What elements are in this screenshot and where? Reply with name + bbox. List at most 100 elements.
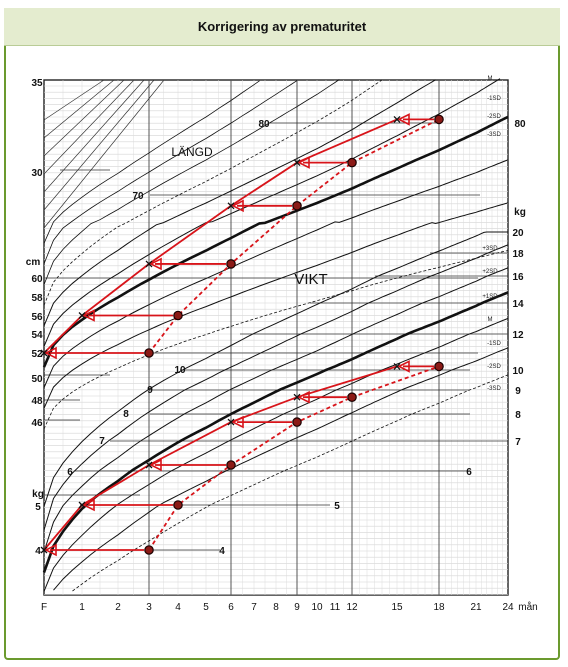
x-tick-label: 18	[433, 602, 445, 613]
correction-arrowhead	[44, 346, 57, 360]
correction-arrowhead	[44, 543, 57, 557]
length-tick-label: 48	[31, 396, 43, 407]
length-tick-label: 30	[31, 168, 43, 179]
cross-point	[227, 202, 235, 210]
background-diagonal	[43, 79, 115, 139]
background-diagonal	[43, 79, 125, 157]
weight-tick-label: 8	[515, 410, 521, 421]
circle-point	[144, 545, 154, 555]
x-tick-label: 21	[470, 602, 482, 613]
background-diagonal	[43, 79, 105, 121]
weight-tick-label: 12	[512, 330, 524, 341]
weight-tick-label: 20	[512, 228, 524, 239]
correction-arrowhead	[149, 257, 162, 271]
cross-point	[40, 546, 48, 554]
length-tick-label: 54	[31, 330, 43, 341]
x-tick-label: 10	[311, 602, 323, 613]
correction-arrowhead	[231, 199, 244, 213]
correction-arrowhead	[149, 458, 162, 472]
weight-inside-tick: 9	[147, 385, 153, 396]
length-curve-extra	[43, 79, 340, 285]
circle-point	[173, 500, 183, 510]
length-tick-label: 58	[31, 293, 43, 304]
title-bar: Korrigering av prematuritet	[4, 8, 560, 46]
background-diagonal	[43, 79, 135, 175]
x-tick-label: 4	[175, 602, 181, 613]
axis-labels: F 1 2 3 4 5 6 7 8 9 10 11 12 15 18 21 24 mån3530605856545…	[26, 76, 538, 613]
weight-curve-plus3sd	[43, 231, 508, 507]
weight-curve-median	[42, 291, 509, 573]
cross-point	[393, 362, 401, 370]
cross-point	[393, 115, 401, 123]
length-curve-minus1sd	[43, 159, 509, 388]
cross-point	[227, 418, 235, 426]
weight-inside-tick: 10	[174, 365, 186, 376]
length-curve-extra	[43, 80, 298, 265]
cross-point	[293, 393, 301, 401]
curve-sd-label: +2SD	[482, 269, 498, 275]
length-curve-plus3sd	[43, 79, 383, 306]
length-tick-label: 52	[31, 349, 43, 360]
weight-inside-tick: 7	[99, 436, 105, 447]
length-axis-label: cm	[26, 257, 41, 268]
weight-inside-tick: 5	[334, 501, 340, 512]
correction-arrowhead	[82, 309, 95, 322]
curve-sd-label: -3SD	[487, 132, 501, 138]
weight-left-tick: 5	[35, 502, 41, 513]
weight-inside-tick: 4	[219, 546, 225, 557]
curve-sd-label: +1SD	[482, 294, 498, 300]
length-tick-label: 35	[31, 78, 43, 89]
uncorrected-curve	[148, 365, 440, 551]
circle-point	[347, 157, 357, 168]
weight-curve-minus2sd	[53, 347, 509, 591]
x-tick-label: 24	[502, 602, 514, 613]
circle-point	[173, 310, 183, 321]
circle-point	[347, 392, 357, 402]
cross-point	[78, 501, 86, 509]
curve-sd-label: -3SD	[487, 386, 501, 392]
curve-sd-label: -2SD	[487, 364, 501, 370]
x-tick-label: 15	[391, 602, 403, 613]
grid	[43, 79, 509, 596]
weight-curve-minus1sd	[43, 317, 509, 592]
weight-tick-label: 10	[512, 366, 524, 377]
x-tick-label: 5	[203, 602, 209, 613]
x-tick-label: 12	[346, 602, 358, 613]
correction-marks	[40, 113, 444, 557]
weight-inside-tick: 6	[67, 467, 73, 478]
circle-point	[226, 460, 236, 470]
background-diagonal	[43, 79, 145, 193]
cross-point	[78, 312, 86, 319]
circle-point	[292, 417, 302, 427]
length-tick-label: 56	[31, 312, 43, 323]
x-tick-label: 2	[115, 602, 121, 613]
circle-point	[292, 201, 302, 211]
length-inside-tick: 80	[258, 119, 270, 130]
correction-arrowhead	[397, 113, 410, 126]
correction-arrowhead	[397, 360, 410, 373]
x-tick-label: 11	[330, 602, 341, 613]
weight-tick-label: 7	[515, 437, 521, 448]
x-tick-label: 7	[251, 602, 257, 613]
correction-arrowhead	[82, 498, 95, 512]
length-curve-extra	[43, 80, 260, 244]
weight-tick-label: 18	[512, 249, 524, 260]
length-curve-minus3sd	[43, 250, 509, 430]
curve-sd-label: -2SD	[487, 114, 501, 120]
weight-tick-label: 16	[512, 272, 524, 283]
x-tick-label: 1	[79, 602, 85, 613]
weight-left-tick: 4	[35, 546, 41, 557]
background-diagonal	[43, 79, 165, 229]
length-inside-tick: 70	[132, 191, 144, 202]
region-label-weight: VIKT	[294, 271, 327, 288]
cross-point	[145, 260, 153, 268]
weight-axis-label: kg	[514, 207, 526, 218]
corrected-curve	[43, 118, 398, 354]
weight-tick-label: 14	[512, 299, 524, 310]
circle-point	[434, 114, 444, 125]
length-tick-label: 50	[31, 374, 43, 385]
circle-point	[226, 259, 236, 269]
circle-point	[144, 348, 154, 358]
length-right-tick: 80	[514, 119, 526, 130]
